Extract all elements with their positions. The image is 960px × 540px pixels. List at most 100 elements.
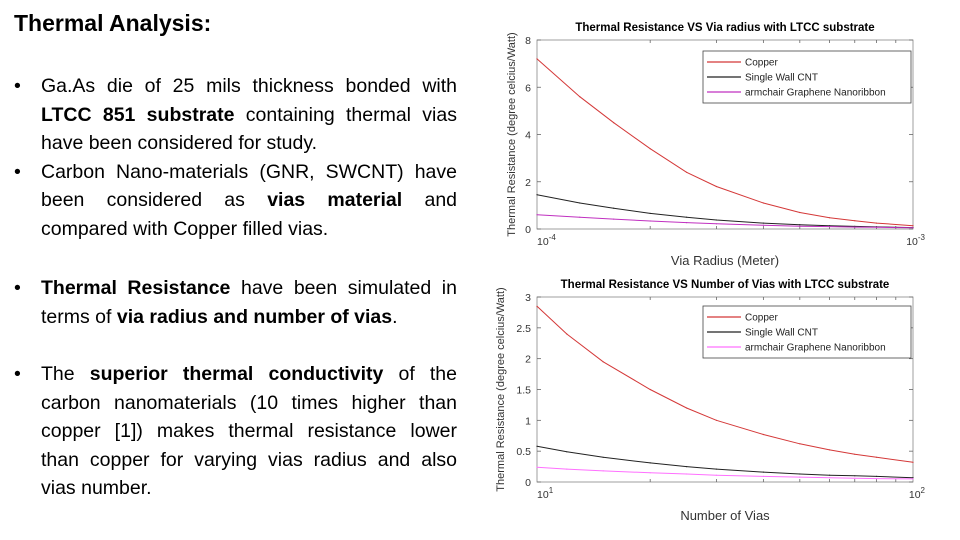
chart-title: Thermal Resistance VS Number of Vias wit… (561, 279, 890, 291)
x-tick-label: 10-3 (906, 233, 925, 248)
data-point (649, 212, 651, 214)
data-point (829, 449, 831, 451)
y-tick-label: 3 (525, 292, 531, 304)
data-point (829, 477, 831, 479)
data-point (536, 58, 538, 60)
y-tick-label: 0 (525, 477, 531, 489)
legend-label: Copper (745, 58, 778, 69)
data-point (536, 194, 538, 196)
bullet-text-bold: superior thermal conductivity (89, 363, 384, 385)
data-point (829, 474, 831, 476)
y-tick-label: 4 (525, 130, 531, 142)
data-point (686, 216, 688, 218)
bullet-text: . (392, 305, 398, 328)
data-point (715, 223, 717, 225)
data-point (579, 96, 581, 98)
data-point (762, 433, 764, 436)
data-point (762, 202, 764, 204)
y-tick-label: 1.5 (516, 385, 531, 397)
bullet-text: Ga.As die of 25 mils thickness bonded wi… (41, 75, 457, 97)
data-point (566, 333, 568, 335)
data-point (649, 220, 651, 222)
x-tick-label: 101 (537, 486, 554, 501)
data-point (876, 456, 878, 458)
bullet-text-bold: Thermal Resistance (41, 277, 231, 299)
bullet-dot: • (14, 75, 21, 97)
bullet-text-bold: vias material (267, 189, 403, 211)
bullet-dot: • (14, 277, 21, 299)
data-point (762, 224, 764, 226)
data-point (649, 462, 651, 464)
y-tick-label: 8 (525, 35, 531, 47)
bullet-group-top: • Ga.As die of 25 mils thickness bonded w… (14, 72, 457, 243)
bullet-text-bold: LTCC 851 substrate (41, 103, 235, 126)
legend-label: armchair Graphene Nanoribbon (745, 343, 886, 354)
data-point (762, 222, 764, 224)
bullet-text: of the carbon nanomaterials (10 times hi… (41, 363, 457, 499)
x-tick-label: 102 (909, 486, 926, 501)
data-point (686, 473, 688, 475)
bullet-group-bottom: • The superior thermal conductivity of th… (14, 360, 457, 503)
data-point (912, 225, 914, 227)
data-point (602, 470, 604, 472)
data-point (854, 475, 856, 477)
bullet-dot: • (14, 160, 21, 183)
data-point (876, 226, 878, 228)
legend-label: Single Wall CNT (745, 73, 818, 84)
data-point (799, 476, 801, 478)
data-point (686, 222, 688, 224)
data-point (829, 225, 831, 227)
data-point (799, 225, 801, 227)
data-point (876, 478, 878, 480)
data-point (854, 453, 856, 455)
data-point (649, 472, 651, 474)
y-axis-label: Thermal Resistance (degree celcius/Watt) (495, 287, 507, 491)
data-point (876, 475, 878, 477)
bullet-item: • The superior thermal conductivity of th… (14, 360, 457, 503)
x-axis-label: Number of Vias (680, 508, 770, 523)
data-point (799, 211, 801, 214)
data-point (912, 478, 914, 480)
y-axis-label: Thermal Resistance (degree celcius/Watt) (506, 32, 518, 236)
y-tick-label: 2 (525, 177, 531, 189)
x-axis-label: Via Radius (Meter) (671, 253, 779, 268)
y-tick-label: 1 (525, 415, 531, 427)
chart-resistance-vs-radius: Thermal Resistance VS Via radius with LT… (506, 22, 926, 268)
data-point (536, 466, 538, 468)
data-point (686, 171, 688, 173)
data-point (762, 471, 764, 473)
chart-resistance-vs-number-of-vias: Thermal Resistance VS Number of Vias wit… (495, 279, 926, 523)
data-point (715, 468, 717, 470)
data-point (799, 473, 801, 475)
bullet-dot: • (14, 363, 21, 385)
y-tick-label: 0 (525, 224, 531, 236)
data-point (829, 226, 831, 228)
data-point (566, 451, 568, 453)
data-point (854, 226, 856, 228)
series-line (536, 466, 914, 480)
chart-title: Thermal Resistance VS Via radius with LT… (575, 22, 874, 34)
data-point (613, 218, 615, 220)
data-point (912, 461, 914, 463)
data-point (715, 185, 717, 188)
slide-title: Thermal Analysis: (14, 10, 212, 36)
data-point (649, 148, 651, 150)
bullet-group-middle: • Thermal Resistance have been simulated … (14, 274, 457, 331)
series-line (536, 58, 914, 227)
bullet-text: and compared with Copper filled vias. (41, 189, 458, 240)
bullet-text: Carbon Nano-materials (GNR, SWCNT) have … (41, 160, 457, 212)
data-point (715, 474, 717, 476)
y-tick-label: 2.5 (516, 323, 531, 335)
data-point (912, 477, 914, 479)
data-point (799, 443, 801, 445)
legend-label: Single Wall CNT (745, 328, 818, 339)
data-point (613, 122, 615, 124)
bullet-item: • Thermal Resistance have been simulated … (14, 274, 457, 331)
y-tick-label: 6 (525, 82, 531, 94)
legend-label: armchair Graphene Nanoribbon (745, 88, 886, 99)
data-point (649, 388, 651, 391)
data-point (715, 419, 717, 421)
data-point (613, 207, 615, 209)
x-tick-label: 10-4 (537, 233, 556, 248)
bullet-item: • Carbon Nano-materials (GNR, SWCNT) have… (14, 158, 457, 244)
